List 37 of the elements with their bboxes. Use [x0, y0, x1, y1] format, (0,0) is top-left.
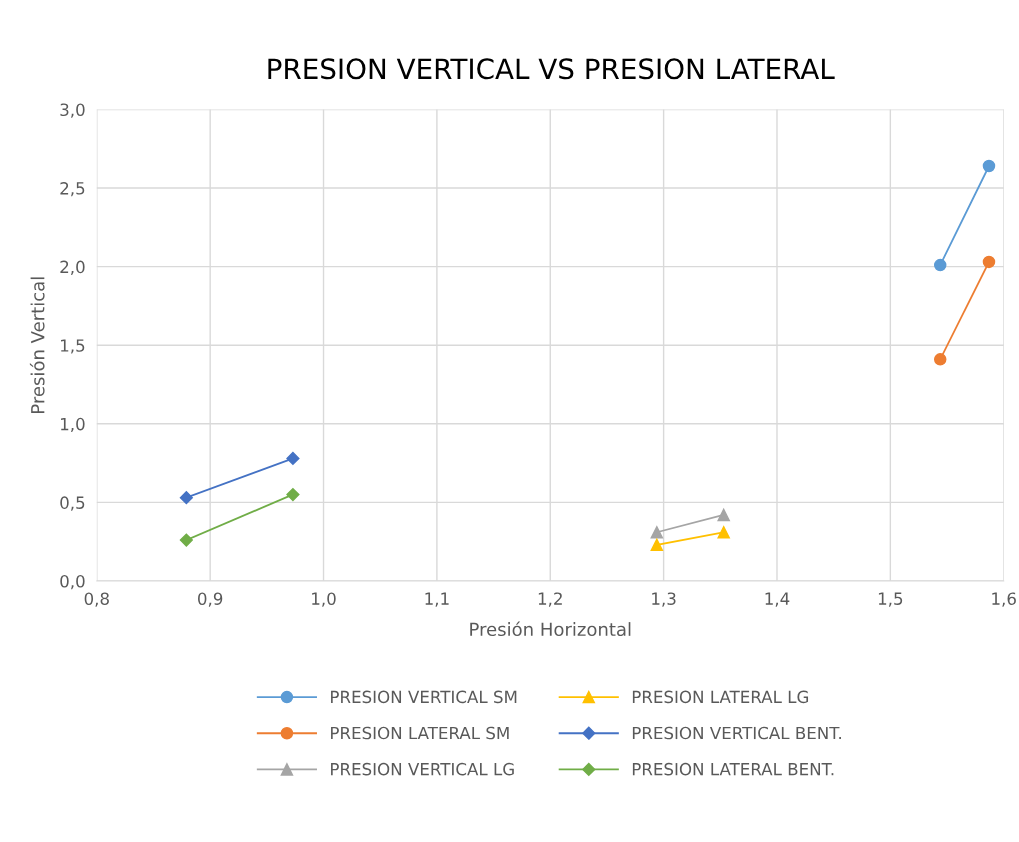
- point: [286, 487, 300, 502]
- y-tick-label: 2,5: [60, 182, 85, 197]
- legend-label: PRESION VERTICAL BENT.: [632, 726, 841, 740]
- x-tick-label: 1,6: [992, 592, 1016, 607]
- point: [179, 533, 193, 547]
- x-tick-label: 0,9: [198, 592, 223, 607]
- point: [933, 258, 947, 272]
- x-tick-label: 1,1: [425, 592, 449, 607]
- x-tick-label: 1,2: [538, 592, 562, 607]
- legend-label: PRESION LATERAL BENT.: [632, 762, 834, 776]
- x-tick-label: 1,5: [878, 592, 903, 607]
- point: [286, 451, 300, 465]
- y-tick-label: 0,5: [60, 496, 85, 511]
- point: [717, 508, 730, 522]
- point: [650, 526, 664, 539]
- x-tick-label: 1,0: [312, 592, 336, 607]
- point: [717, 526, 730, 539]
- y-tick-label: 3,0: [60, 103, 85, 118]
- y-tick-label: 1,0: [61, 417, 85, 433]
- x-axis-title: Presión Horizontal: [470, 621, 631, 637]
- x-tick-label: 1,4: [765, 592, 790, 607]
- y-tick-label: 0,0: [60, 574, 85, 590]
- point: [650, 538, 664, 552]
- y-tick-label: 1,5: [61, 339, 85, 354]
- legend-label: PRESION VERTICAL LG: [331, 762, 514, 776]
- point: [982, 159, 996, 173]
- legend-label: PRESION LATERAL SM: [331, 726, 509, 740]
- x-tick-label: 1,3: [652, 592, 676, 607]
- x-tick-label: 0,8: [84, 592, 109, 607]
- point: [179, 491, 193, 505]
- y-tick-label: 2,0: [60, 260, 85, 275]
- point: [982, 255, 996, 269]
- legend-label: PRESION VERTICAL SM: [331, 690, 517, 704]
- legend-label: PRESION LATERAL LG: [632, 690, 809, 704]
- point: [933, 353, 947, 366]
- chart-title: PRESION VERTICAL VS PRESION LATERAL: [268, 58, 835, 80]
- y-axis-title: Presión Vertical: [29, 277, 45, 413]
